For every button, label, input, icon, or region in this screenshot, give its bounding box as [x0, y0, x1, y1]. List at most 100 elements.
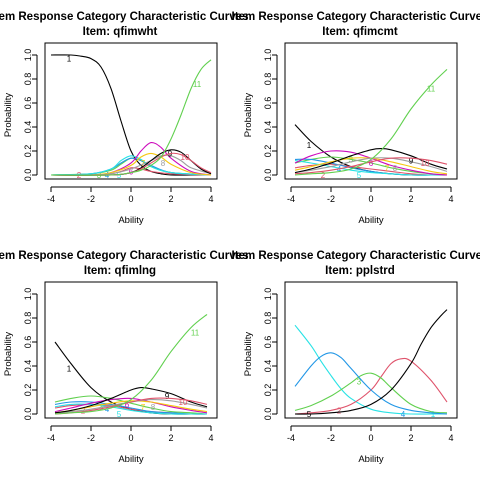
x-tick-label: 0 [128, 433, 133, 443]
y-tick-label: 0.6 [263, 97, 273, 110]
series-line-6 [54, 397, 208, 414]
series-line-9 [294, 148, 448, 174]
series-line-11 [294, 69, 448, 176]
series-line-5 [50, 155, 212, 176]
y-tick-label: 0.2 [23, 145, 33, 158]
y-tick-label: 0.8 [23, 73, 33, 86]
series-label-8: 8 [161, 159, 166, 168]
y-tick-label: 0.6 [263, 336, 273, 349]
x-axis-label: Ability [118, 454, 144, 465]
series-label-5: 5 [307, 410, 312, 419]
series-line-10 [294, 157, 448, 175]
series-label-6: 6 [369, 159, 374, 168]
series-line-4 [294, 352, 448, 415]
plot-frame [284, 281, 458, 419]
y-tick-label: 0.0 [263, 169, 273, 182]
series-line-11 [50, 59, 212, 176]
chart-title: Item Response Category Characteristic Cu… [232, 250, 480, 262]
y-tick-label: 0.8 [263, 312, 273, 325]
series-label-10: 10 [421, 159, 430, 168]
series-label-10: 10 [179, 398, 188, 407]
y-axis-label: Probability [3, 332, 14, 377]
series-line-5 [54, 403, 207, 415]
chart-subtitle: Item: qfimlng [84, 265, 156, 277]
series-label-6: 6 [125, 400, 130, 409]
series-label-10: 10 [181, 153, 190, 162]
x-tick-label: 0 [128, 194, 133, 204]
x-tick-label: -2 [87, 194, 95, 204]
series-label-11: 11 [193, 80, 202, 89]
plot-frame [44, 42, 218, 180]
x-axis-label: Ability [358, 215, 384, 226]
series-line-3 [54, 395, 208, 415]
x-tick-label: 2 [168, 433, 173, 443]
chart-subtitle: Item: qfimcmt [322, 26, 398, 38]
y-tick-label: 1.0 [263, 49, 273, 62]
series-label-3: 3 [357, 378, 362, 387]
chart-title: Item Response Category Characteristic Cu… [232, 11, 480, 23]
y-tick-label: 1.0 [263, 288, 273, 301]
y-tick-label: 1.0 [23, 49, 33, 62]
y-tick-label: 0.8 [263, 73, 273, 86]
y-tick-label: 0.0 [263, 408, 273, 421]
series-label-1: 1 [431, 410, 436, 419]
y-tick-label: 0.2 [23, 384, 33, 397]
chart-panel-3: Item Response Category Characteristic Cu… [0, 250, 248, 465]
series-label-9: 9 [165, 392, 170, 401]
x-tick-label: -4 [47, 194, 55, 204]
plot-frame [284, 42, 458, 180]
series-line-1 [294, 324, 447, 415]
x-axis-label: Ability [358, 454, 384, 465]
series-line-11 [54, 313, 208, 415]
series-label-6: 6 [129, 167, 134, 176]
y-tick-label: 0.0 [23, 169, 33, 182]
y-tick-label: 0.2 [263, 384, 273, 397]
chart-title: Item Response Category Characteristic Cu… [0, 250, 248, 262]
series-label-4: 4 [337, 165, 342, 174]
y-axis-label: Probability [243, 332, 254, 377]
y-tick-label: 0.8 [23, 312, 33, 325]
y-tick-label: 0.4 [23, 121, 33, 134]
series-label-9: 9 [409, 157, 414, 166]
y-tick-label: 0.0 [23, 408, 33, 421]
series-label-7: 7 [141, 403, 146, 412]
series-label-5: 5 [117, 171, 122, 180]
series-line-8 [294, 157, 448, 174]
y-tick-label: 0.4 [23, 360, 33, 373]
series-line-1 [50, 54, 211, 176]
chart-subtitle: Item: pplstrd [325, 265, 395, 277]
x-tick-label: 2 [408, 433, 413, 443]
y-tick-label: 0.6 [23, 97, 33, 110]
x-tick-label: 0 [368, 433, 373, 443]
y-tick-label: 0.2 [263, 145, 273, 158]
x-tick-label: 4 [208, 194, 213, 204]
series-line-3 [294, 372, 448, 414]
series-label-1: 1 [307, 141, 312, 150]
series-line-2 [294, 357, 448, 415]
x-tick-label: -4 [287, 194, 295, 204]
series-label-5: 5 [357, 171, 362, 180]
series-label-1: 1 [67, 55, 72, 64]
series-label-1: 1 [67, 364, 72, 373]
x-tick-label: -2 [87, 433, 95, 443]
series-label-8: 8 [151, 403, 156, 412]
series-label-4: 4 [105, 405, 110, 414]
x-tick-label: 2 [408, 194, 413, 204]
x-axis-label: Ability [118, 215, 144, 226]
chart-subtitle: Item: qfimwht [83, 26, 158, 38]
x-tick-label: -4 [47, 433, 55, 443]
chart-panel-2: Item Response Category Characteristic Cu… [232, 11, 480, 226]
series-label-4: 4 [401, 410, 406, 419]
x-tick-label: 4 [208, 433, 213, 443]
series-label-2: 2 [321, 171, 326, 180]
series-label-11: 11 [191, 328, 200, 337]
y-axis-label: Probability [3, 93, 14, 138]
y-tick-label: 1.0 [23, 288, 33, 301]
series-label-11: 11 [427, 85, 436, 94]
chart-panel-4: Item Response Category Characteristic Cu… [232, 250, 480, 465]
y-tick-label: 0.4 [263, 121, 273, 134]
x-tick-label: 4 [448, 433, 453, 443]
x-tick-label: -4 [287, 433, 295, 443]
x-tick-label: -2 [327, 194, 335, 204]
